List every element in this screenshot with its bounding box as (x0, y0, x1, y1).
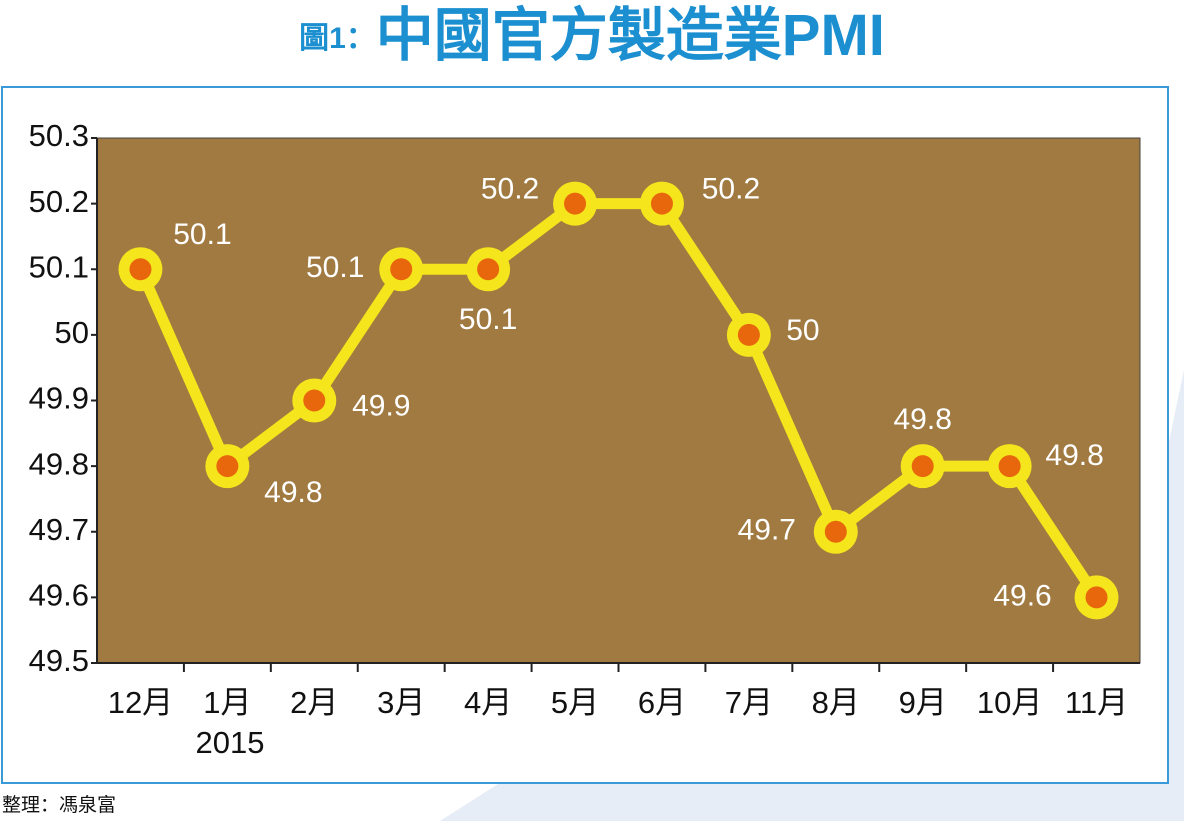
marker-core (564, 192, 587, 215)
y-tick-label: 50.2 (29, 184, 89, 219)
y-tick-label: 49.7 (29, 512, 89, 547)
plot-area (96, 137, 1141, 664)
data-label: 49.8 (894, 403, 952, 436)
y-tick-label: 50.3 (29, 118, 89, 153)
x-tick-label: 6月 (638, 685, 686, 720)
data-label: 50.1 (173, 218, 231, 251)
marker-core (390, 258, 413, 281)
marker-core (998, 455, 1021, 478)
y-tick-label: 49.5 (29, 643, 89, 678)
data-label: 50.1 (459, 303, 517, 336)
x-tick-label: 11月 (1065, 685, 1128, 720)
y-tick-label: 49.6 (29, 578, 89, 613)
title-main: 中國官方製造業PMI (376, 3, 885, 68)
y-tick-label: 49.8 (29, 446, 89, 481)
x-tick-label: 8月 (812, 685, 860, 720)
marker-core (1085, 586, 1108, 609)
marker-core (911, 455, 934, 478)
x-tick-label: 1月 (203, 685, 251, 720)
data-label: 50 (786, 314, 819, 347)
data-label: 50.2 (702, 173, 760, 206)
source: 整理：馮泉富 (2, 794, 116, 816)
x-tick-label: 5月 (551, 685, 599, 720)
x-tick-label: 9月 (899, 685, 947, 720)
x-tick-label: 2月 (290, 685, 338, 720)
marker-core (650, 192, 673, 215)
x-tick-label: 12月 (108, 685, 173, 720)
marker-core (303, 389, 326, 412)
x-tick-label: 7月 (725, 685, 773, 720)
data-label: 50.1 (306, 251, 364, 284)
x-tick-label: 3月 (377, 685, 425, 720)
data-label: 49.8 (264, 476, 322, 509)
y-tick-label: 50.1 (29, 249, 89, 284)
title-label: 圖1： (299, 22, 376, 55)
marker-core (824, 520, 847, 543)
data-label: 49.7 (738, 514, 796, 547)
chart-title: 圖1：中國官方製造業PMI (299, 3, 885, 68)
marker-core (737, 323, 760, 346)
marker-core (129, 258, 152, 281)
x-tick-label: 4月 (464, 685, 512, 720)
year-note: 2015 (196, 725, 265, 760)
y-tick-label: 49.9 (29, 381, 89, 416)
data-label: 49.9 (352, 389, 410, 422)
x-tick-label: 10月 (977, 685, 1042, 720)
data-label: 49.8 (1045, 439, 1103, 472)
y-tick-label: 50 (55, 315, 89, 350)
data-label: 50.2 (481, 173, 539, 206)
marker-core (216, 455, 239, 478)
marker-core (477, 258, 500, 281)
data-label: 49.6 (993, 579, 1051, 612)
